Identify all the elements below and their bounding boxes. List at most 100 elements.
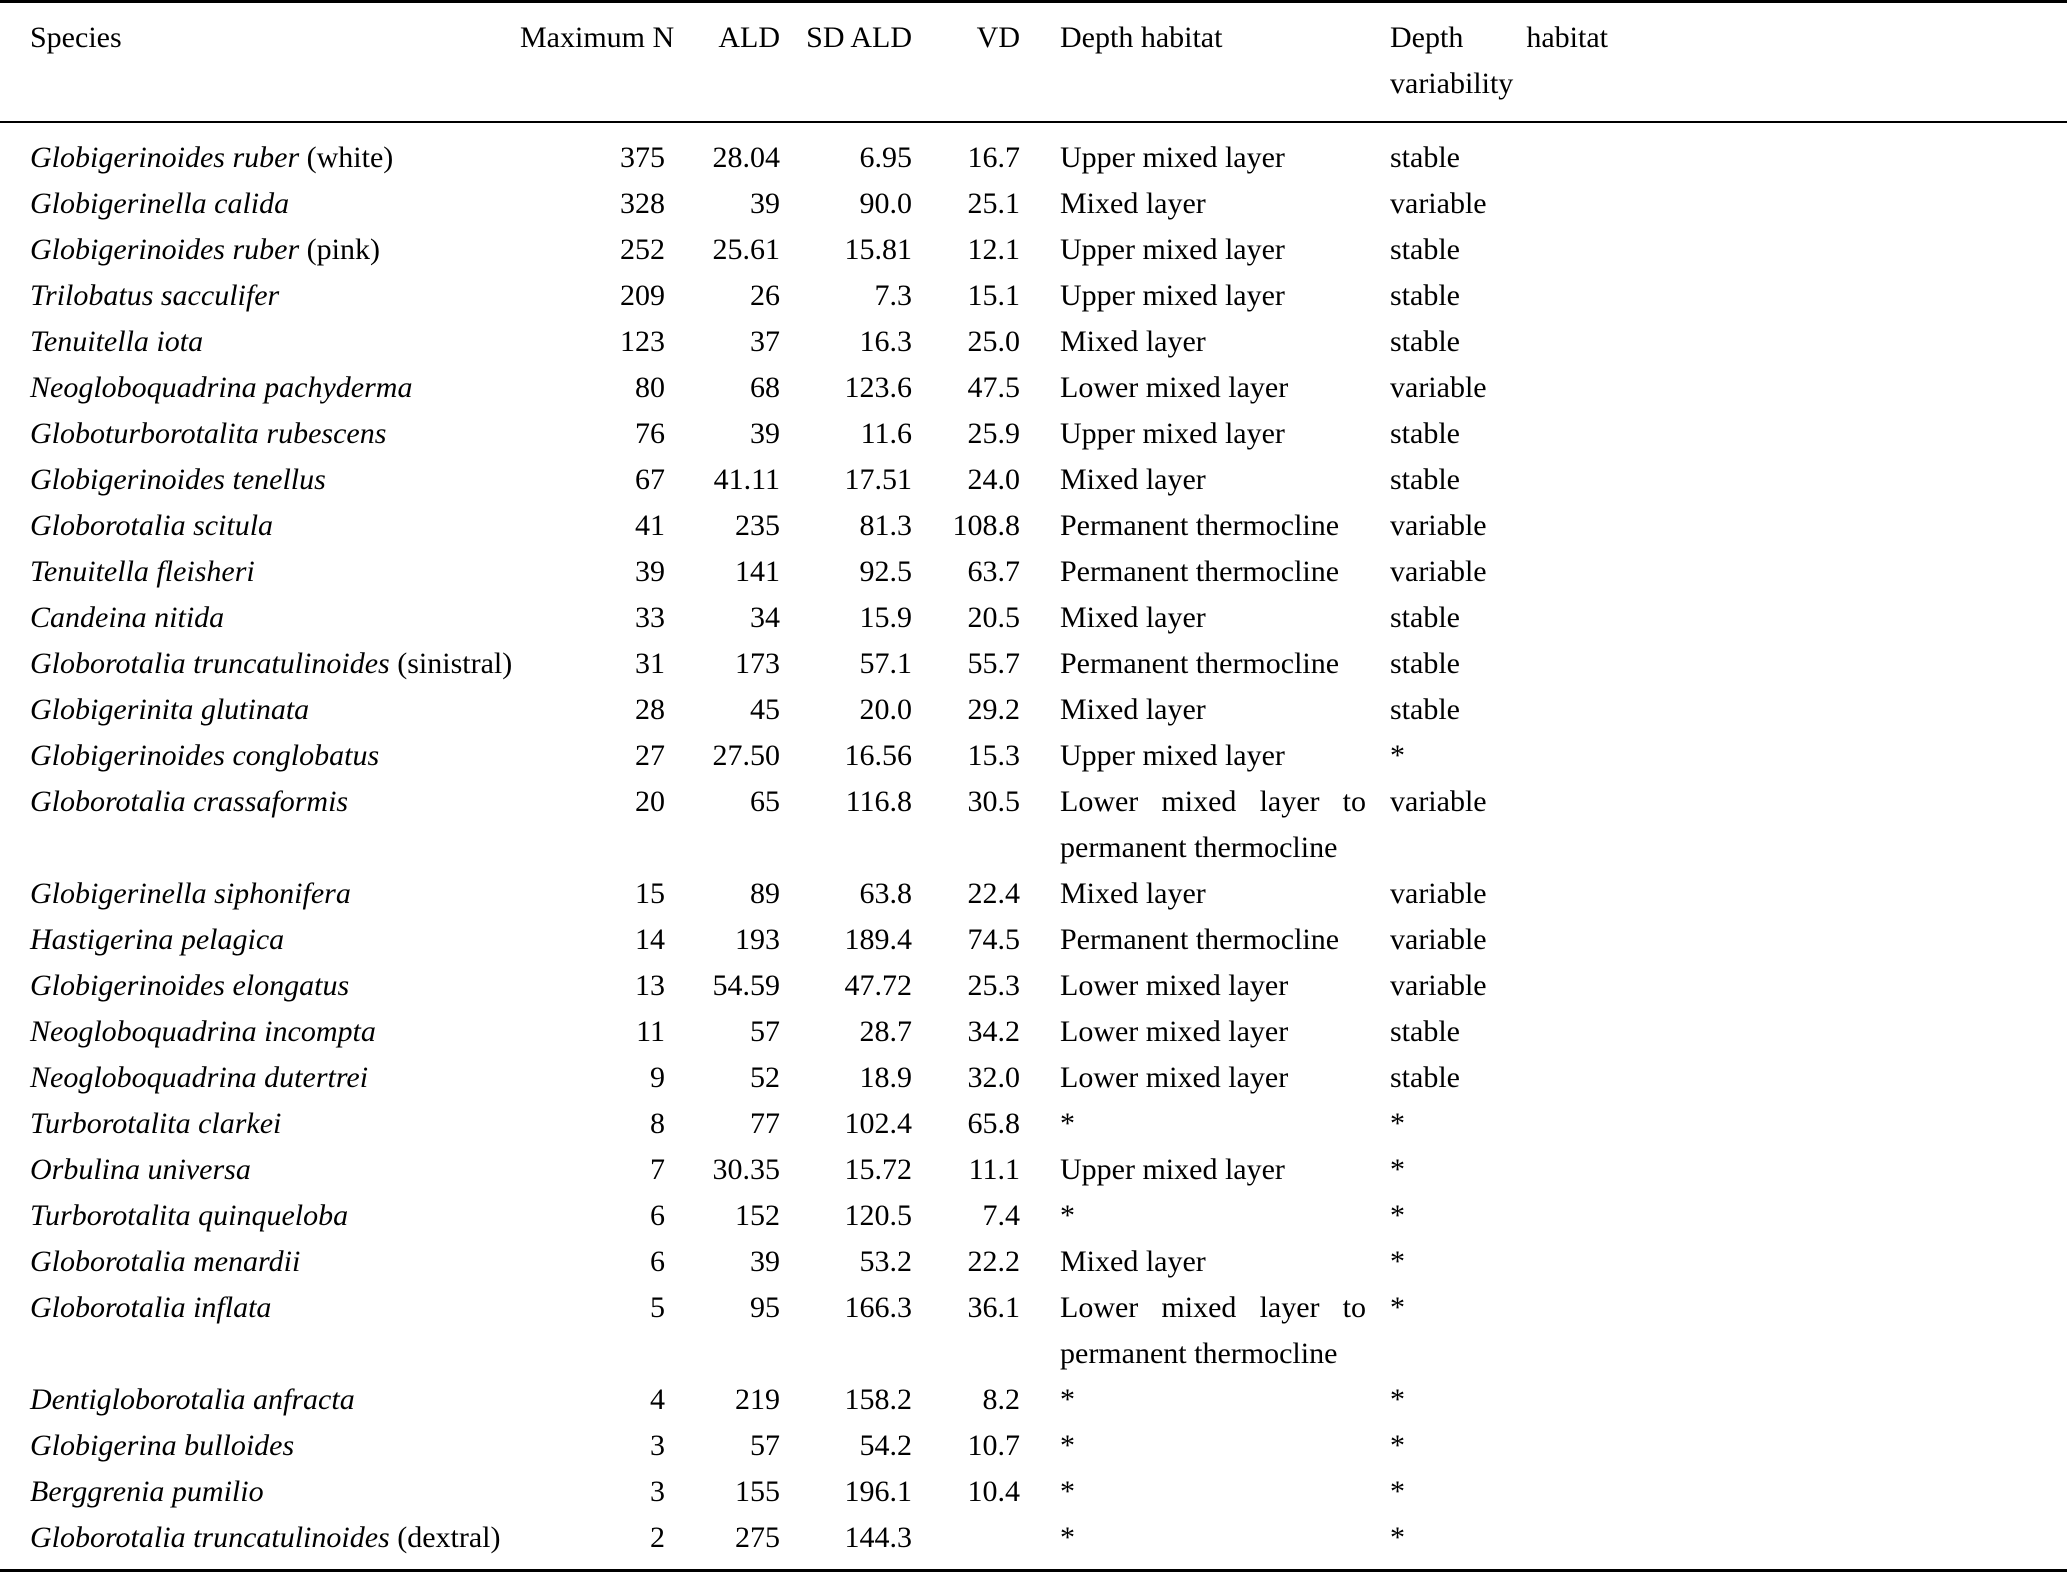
depth-habitat-cell: Lower mixed layer (1060, 1015, 1289, 1048)
maximum-n-cell: 14 (635, 923, 665, 956)
ald-cell: 57 (750, 1429, 780, 1462)
sd-ald-cell: 189.4 (844, 923, 913, 956)
sd-ald-cell: 16.56 (844, 739, 913, 772)
table-row: Globigerina bulloides 3 57 54.2 10.7 * * (0, 1423, 2067, 1469)
vd-cell: 15.3 (967, 739, 1021, 772)
depth-habitat-cell: Mixed layer (1060, 1245, 1206, 1278)
maximum-n-cell: 8 (650, 1107, 665, 1140)
variability-cell: stable (1390, 417, 1460, 450)
species-name: Neogloboquadrina pachyderma (30, 371, 413, 404)
sd-ald-cell: 123.6 (844, 371, 913, 404)
ald-cell: 68 (750, 371, 780, 404)
sd-ald-cell: 18.9 (859, 1061, 913, 1094)
table-row: Neogloboquadrina incompta 11 57 28.7 34.2 Low… (0, 1009, 2067, 1055)
table-row: Globigerinoides ruber (white) 375 28.04 6.9… (0, 122, 2067, 181)
depth-habitat-cell: * (1060, 1107, 1075, 1140)
vd-cell: 29.2 (967, 693, 1021, 726)
species-name: Turborotalita quinqueloba (30, 1199, 349, 1232)
depth-habitat-cell: * (1060, 1199, 1075, 1232)
species-cell: Berggrenia pumilio (0, 1469, 520, 1515)
sd-ald-cell: 53.2 (859, 1245, 913, 1278)
column-header-ald: ALD (665, 1, 780, 123)
variability-cell: stable (1390, 647, 1460, 680)
species-cell: Globorotalia menardii (0, 1239, 520, 1285)
variability-cell: * (1390, 1107, 1405, 1140)
species-cell: Neogloboquadrina incompta (0, 1009, 520, 1055)
table-row: Candeina nitida 33 34 15.9 20.5 Mixed layer st… (0, 595, 2067, 641)
column-header-habitat: Depth habitat (1020, 1, 1380, 123)
species-cell: Tenuitella fleisheri (0, 549, 520, 595)
sd-ald-cell: 20.0 (859, 693, 913, 726)
species-cell: Neogloboquadrina dutertrei (0, 1055, 520, 1101)
maximum-n-cell: 3 (650, 1475, 665, 1508)
depth-habitat-cell: Upper mixed layer (1060, 739, 1285, 772)
species-name: Globorotalia truncatulinoides (30, 1521, 390, 1554)
maximum-n-cell: 15 (635, 877, 665, 910)
table-row: Globorotalia menardii 6 39 53.2 22.2 Mixed la… (0, 1239, 2067, 1285)
table-row: Turborotalita clarkei 8 77 102.4 65.8 * * (0, 1101, 2067, 1147)
species-suffix: (dextral) (389, 1521, 501, 1554)
vd-cell: 10.7 (967, 1429, 1021, 1462)
vd-cell (912, 1515, 1020, 1571)
column-header-sd_ald: SD ALD (780, 1, 912, 123)
vd-cell: 47.5 (967, 371, 1021, 404)
sd-ald-cell: 15.9 (859, 601, 913, 634)
species-name: Globigerinella calida (30, 187, 290, 220)
sd-ald-cell: 54.2 (859, 1429, 913, 1462)
variability-cell: * (1390, 1153, 1405, 1186)
table-row: Globigerinoides elongatus 13 54.59 47.72 25.… (0, 963, 2067, 1009)
species-cell: Globigerinita glutinata (0, 687, 520, 733)
table-row: Tenuitella fleisheri 39 141 92.5 63.7 Permane… (0, 549, 2067, 595)
sd-ald-cell: 120.5 (844, 1199, 913, 1232)
ald-cell: 141 (735, 555, 780, 588)
variability-cell: stable (1390, 1061, 1460, 1094)
vd-cell: 65.8 (967, 1107, 1021, 1140)
species-cell: Globorotalia truncatulinoides (sinistral… (0, 641, 520, 687)
maximum-n-cell: 3 (650, 1429, 665, 1462)
depth-habitat-cell: Permanent thermocline (1060, 647, 1340, 680)
table-row: Globigerinoides ruber (pink) 252 25.61 15.8… (0, 227, 2067, 273)
ald-cell: 39 (750, 417, 780, 450)
depth-habitat-cell: Lower mixed layer (1060, 1061, 1289, 1094)
vd-cell: 74.5 (967, 923, 1021, 956)
vd-cell: 22.2 (967, 1245, 1021, 1278)
ald-cell: 26 (750, 279, 780, 312)
table-row: Neogloboquadrina pachyderma 80 68 123.6 47.5… (0, 365, 2067, 411)
table-row: Globoturborotalita rubescens 76 39 11.6 25.9… (0, 411, 2067, 457)
maximum-n-cell: 41 (635, 509, 665, 542)
sd-ald-cell: 102.4 (844, 1107, 913, 1140)
maximum-n-cell: 76 (635, 417, 665, 450)
species-name: Tenuitella iota (30, 325, 204, 358)
species-cell: Turborotalita quinqueloba (0, 1193, 520, 1239)
sd-ald-cell: 6.95 (859, 141, 913, 174)
species-name: Dentigloborotalia anfracta (30, 1383, 355, 1416)
species-cell: Globigerinoides conglobatus (0, 733, 520, 779)
table-row: Berggrenia pumilio 3 155 196.1 10.4 * * (0, 1469, 2067, 1515)
species-name: Globoturborotalita rubescens (30, 417, 387, 450)
vd-cell: 7.4 (982, 1199, 1021, 1232)
species-cell: Tenuitella iota (0, 319, 520, 365)
depth-habitat-cell: Lower mixed layer to permanent thermocli… (1060, 785, 1366, 864)
variability-cell: variable (1390, 509, 1487, 542)
variability-cell: stable (1390, 325, 1460, 358)
species-cell: Globorotalia truncatulinoides (dextral) (0, 1515, 520, 1571)
species-cell: Globigerinoides tenellus (0, 457, 520, 503)
maximum-n-cell: 2 (650, 1521, 665, 1554)
maximum-n-cell: 252 (620, 233, 665, 266)
variability-cell: stable (1390, 279, 1460, 312)
table-row: Globorotalia scitula 41 235 81.3 108.8 Perman… (0, 503, 2067, 549)
ald-cell: 34 (750, 601, 780, 634)
table-row: Tenuitella iota 123 37 16.3 25.0 Mixed layer s… (0, 319, 2067, 365)
vd-cell: 11.1 (968, 1153, 1020, 1186)
maximum-n-cell: 209 (620, 279, 665, 312)
species-cell: Globigerinoides ruber (white) (0, 122, 520, 181)
sd-ald-cell: 158.2 (844, 1383, 913, 1416)
ald-cell: 77 (750, 1107, 780, 1140)
species-name: Globigerinoides tenellus (30, 463, 326, 496)
ald-cell: 41.11 (713, 463, 780, 496)
depth-habitat-cell: * (1060, 1475, 1075, 1508)
variability-cell: * (1390, 1475, 1405, 1508)
species-cell: Globigerinoides elongatus (0, 963, 520, 1009)
depth-habitat-cell: Permanent thermocline (1060, 923, 1340, 956)
ald-cell: 173 (735, 647, 780, 680)
